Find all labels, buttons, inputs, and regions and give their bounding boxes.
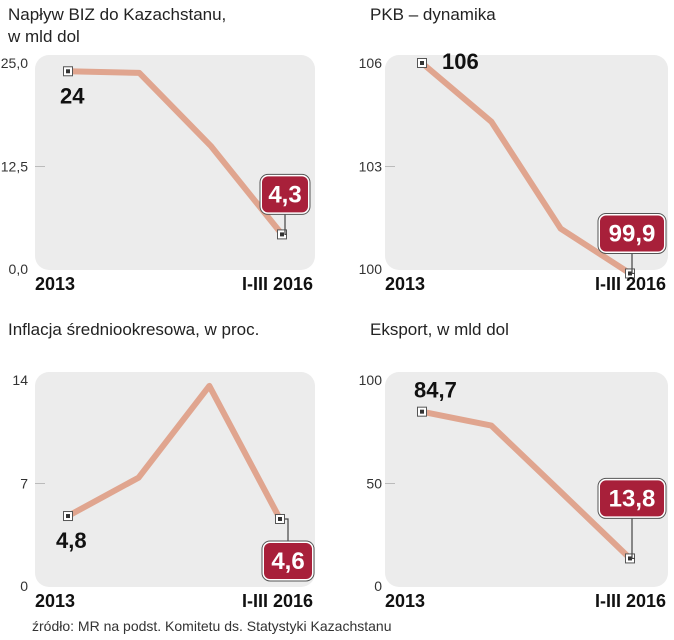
y-tick-label: 12,5 <box>1 159 28 175</box>
y-tick-label: 7 <box>20 476 28 492</box>
x-tick-label: I-III 2016 <box>242 591 313 611</box>
chart-title: Napływ BIZ do Kazachstanu, <box>8 5 226 24</box>
x-tick-label: I-III 2016 <box>595 591 666 611</box>
data-point-dot <box>66 69 70 74</box>
data-point-dot <box>420 61 424 65</box>
x-tick-label: 2013 <box>385 591 425 611</box>
data-point-dot <box>66 514 70 519</box>
plot-background <box>385 372 668 587</box>
leader-line <box>285 518 289 543</box>
y-tick-label: 0 <box>20 578 28 594</box>
plot-background <box>35 372 315 587</box>
y-tick-label: 100 <box>359 261 383 277</box>
plot-background <box>35 55 315 270</box>
chart-title: Inflacja średniookresowa, w proc. <box>8 320 259 339</box>
y-tick-label: 50 <box>366 476 382 492</box>
chart-panel-1: Napływ BIZ do Kazachstanu, w mld dol 25,0 1… <box>1 5 315 294</box>
chart-title: Eksport, w mld dol <box>370 320 509 339</box>
y-tick-label: 14 <box>12 372 28 388</box>
y-tick-label: 0,0 <box>9 261 29 277</box>
last-value-label: 4,6 <box>271 548 304 575</box>
y-tick-label: 0 <box>374 578 382 594</box>
x-tick-label: 2013 <box>35 591 75 611</box>
first-value-label: 4,8 <box>56 528 87 553</box>
series-line <box>419 408 633 562</box>
source-note: źródło: MR na podst. Komitetu ds. Statys… <box>32 618 392 634</box>
y-tick-label: 25,0 <box>1 55 28 71</box>
series-line <box>65 68 285 238</box>
leader-line <box>631 251 635 275</box>
chart-panel-4: Eksport, w mld dol 100 50 0 84,7 13,8 2013 I-II… <box>359 320 668 611</box>
x-tick-label: 2013 <box>385 274 425 294</box>
x-tick-label: 2013 <box>35 274 75 294</box>
data-point-dot <box>420 409 424 414</box>
chart-panel-2: PKB – dynamika 106 103 100 106 99,9 2013 I-III … <box>359 5 668 294</box>
data-point-dot <box>628 556 632 561</box>
series-line <box>65 382 283 522</box>
last-value-label: 13,8 <box>609 485 656 512</box>
chart-panel-3: Inflacja średniookresowa, w proc. 14 7 0 4,8… <box>8 320 315 611</box>
last-value-label: 4,3 <box>268 181 301 208</box>
leader-line <box>284 212 287 235</box>
x-tick-label: I-III 2016 <box>242 274 313 294</box>
chart-subtitle: w mld dol <box>7 27 80 46</box>
y-tick-label: 100 <box>359 372 383 388</box>
y-tick-label: 106 <box>359 55 383 71</box>
last-value-label: 99,9 <box>609 220 656 247</box>
data-point-dot <box>628 271 632 276</box>
first-value-label: 106 <box>442 49 479 74</box>
last-value-badge <box>600 480 664 517</box>
last-value-badge <box>264 542 312 579</box>
first-value-label: 24 <box>60 83 85 108</box>
first-value-label: 84,7 <box>414 378 457 403</box>
last-value-badge <box>600 215 664 252</box>
x-tick-label: I-III 2016 <box>595 274 666 294</box>
leader-line <box>631 516 635 560</box>
data-point-dot <box>280 232 284 237</box>
last-value-badge <box>262 176 308 213</box>
y-tick-label: 103 <box>359 159 383 175</box>
data-point-dot <box>278 516 282 521</box>
series-line <box>419 60 633 277</box>
chart-title: PKB – dynamika <box>370 5 496 24</box>
plot-background <box>385 55 668 270</box>
